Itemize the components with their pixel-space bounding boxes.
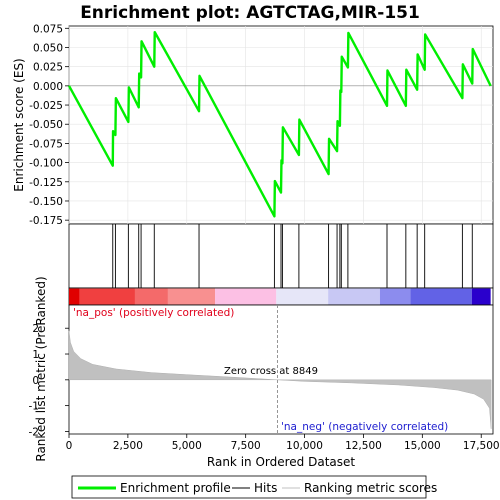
rank-y-tick-label: -1 <box>29 401 39 413</box>
x-tick-label: 7,500 <box>231 440 261 452</box>
es-y-tick-label: -0.025 <box>29 100 63 112</box>
chart-title: Enrichment plot: AGTCTAG,MIR-151 <box>80 3 420 23</box>
x-tick-label: 12,500 <box>345 440 382 452</box>
colorbar-segment <box>328 288 380 305</box>
es-y-tick-label: -0.125 <box>29 177 63 189</box>
colorbar-segment <box>167 288 216 305</box>
ranking-panel-frame <box>68 304 494 435</box>
na-pos-label: 'na_pos' (positively correlated) <box>73 307 234 319</box>
es-y-tick-label: 0.050 <box>33 42 63 54</box>
x-tick-label: 5,000 <box>172 440 202 452</box>
colorbar-segment <box>79 288 135 305</box>
es-y-tick-label: -0.050 <box>29 119 63 131</box>
legend-ranking-label: Ranking metric scores <box>304 481 437 495</box>
colorbar-segment <box>134 288 168 305</box>
colorbar-segment <box>215 288 277 305</box>
rank-y-tick-label: 1 <box>32 349 39 361</box>
es-grid <box>68 26 493 224</box>
x-ticks: 0 2,500 5,000 7,500 10,000 12,500 15,000 17,500 <box>66 434 500 452</box>
colorbar-segment <box>410 288 472 305</box>
rank-y-tick-label: -2 <box>29 426 39 438</box>
es-y-tick-label: 0.075 <box>33 23 63 35</box>
rank-y-ticks: 2 1 0 -1 -2 <box>29 323 69 438</box>
x-tick-label: 15,000 <box>404 440 441 452</box>
enrichment-profile-line <box>67 30 492 218</box>
rank-y-axis-label: Ranked list metric (PreRanked) <box>34 276 48 461</box>
es-y-tick-label: -0.075 <box>29 138 63 150</box>
zero-cross-label: Zero cross at 8849 <box>224 366 318 377</box>
es-y-tick-label: -0.175 <box>29 215 63 227</box>
colorbar-segment <box>471 288 491 305</box>
colorbar-segment <box>69 288 80 305</box>
es-line-group <box>67 30 492 218</box>
es-y-tick-label: -0.150 <box>29 196 63 208</box>
x-tick-label: 17,500 <box>463 440 500 452</box>
legend-box <box>71 475 427 499</box>
colorbar-segment <box>379 288 411 305</box>
ranking-metric-group <box>68 305 492 434</box>
es-y-tick-label: 0.000 <box>33 81 63 93</box>
colorbar-segment <box>276 288 329 305</box>
es-y-tick-label: -0.100 <box>29 158 63 170</box>
ranking-metric-area <box>68 330 492 429</box>
na-neg-label: 'na_neg' (negatively correlated) <box>281 421 448 433</box>
rank-y-tick-label: 2 <box>32 323 39 335</box>
es-y-axis-label: Enrichment score (ES) <box>12 58 26 191</box>
hits-group <box>112 224 473 288</box>
es-panel-frame <box>68 25 494 225</box>
es-y-ticks: 0.075 0.050 0.025 0.000 -0.025 -0.050 -0.075 -0… <box>29 23 69 227</box>
legend-enrichment-label: Enrichment profile <box>120 481 231 495</box>
x-axis-label: Rank in Ordered Dataset <box>207 455 355 469</box>
x-tick-label: 2,500 <box>113 440 143 452</box>
es-y-tick-label: 0.025 <box>33 62 63 74</box>
legend-hits-label: Hits <box>254 481 277 495</box>
x-tick-label: 0 <box>66 440 73 452</box>
rank-y-tick-label: 0 <box>32 375 39 387</box>
colorbar-group <box>69 288 491 305</box>
x-tick-label: 10,000 <box>286 440 323 452</box>
